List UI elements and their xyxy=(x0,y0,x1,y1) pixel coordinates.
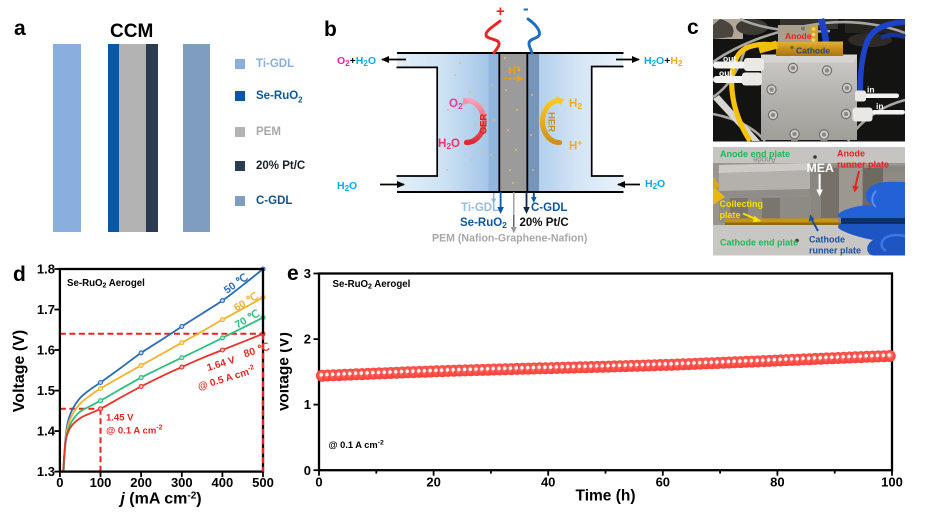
svg-text:300: 300 xyxy=(171,475,193,490)
svg-text:Anode: Anode xyxy=(837,149,865,159)
svg-text:1: 1 xyxy=(304,397,311,412)
svg-text:H2O: H2O xyxy=(645,178,665,191)
svg-text:100: 100 xyxy=(90,475,112,490)
svg-text:out: out xyxy=(719,68,732,78)
svg-text:Anode: Anode xyxy=(752,155,776,164)
svg-text:O2: O2 xyxy=(449,98,463,111)
svg-text:HER: HER xyxy=(545,112,556,132)
svg-text:0: 0 xyxy=(304,463,311,478)
svg-text:Collecting: Collecting xyxy=(720,199,764,209)
svg-text:in: in xyxy=(876,101,884,111)
svg-text:@ 0.1 A cm-2: @ 0.1 A cm-2 xyxy=(106,425,163,437)
svg-text:500: 500 xyxy=(252,475,274,490)
svg-text:OER: OER xyxy=(479,114,490,135)
svg-text:j (mA cm-2): j (mA cm-2) xyxy=(118,491,201,508)
svg-text:plate: plate xyxy=(720,210,741,220)
svg-text:0: 0 xyxy=(56,475,63,490)
svg-text:3: 3 xyxy=(304,266,311,281)
svg-text:20: 20 xyxy=(426,475,440,490)
svg-text:Cathode: Cathode xyxy=(796,46,830,56)
svg-text:H2O: H2O xyxy=(337,180,357,193)
svg-text:C-GDL: C-GDL xyxy=(531,202,567,214)
svg-text:80: 80 xyxy=(770,475,784,490)
svg-text:80 ℃: 80 ℃ xyxy=(242,341,271,361)
svg-text:-: - xyxy=(523,0,529,18)
svg-text:1.8: 1.8 xyxy=(37,262,55,277)
svg-text:400: 400 xyxy=(212,475,234,490)
svg-text:H2: H2 xyxy=(569,98,582,111)
svg-text:@ 0.1 A cm-2: @ 0.1 A cm-2 xyxy=(329,440,384,451)
svg-text:out: out xyxy=(723,54,736,64)
svg-text:Cathode end plate: Cathode end plate xyxy=(720,238,798,248)
svg-text:Se-RuO2: Se-RuO2 xyxy=(460,217,507,230)
svg-text:PEM (Nafion-Graphene-Nafion): PEM (Nafion-Graphene-Nafion) xyxy=(432,233,587,245)
svg-text:2: 2 xyxy=(304,332,311,347)
svg-text:Anode: Anode xyxy=(785,31,812,41)
svg-text:100: 100 xyxy=(881,475,903,490)
svg-text:runner plate: runner plate xyxy=(809,246,861,256)
svg-text:Cathode: Cathode xyxy=(809,235,845,245)
svg-text:50 ℃: 50 ℃ xyxy=(222,271,251,296)
svg-text:1.6: 1.6 xyxy=(37,343,55,358)
svg-text:Ti-GDL: Ti-GDL xyxy=(461,202,499,214)
svg-text:Se-RuO2 Aerogel: Se-RuO2 Aerogel xyxy=(333,279,411,291)
svg-text:1.7: 1.7 xyxy=(37,302,55,317)
svg-text:Anode end plate: Anode end plate xyxy=(720,149,790,159)
svg-text:+: + xyxy=(496,3,505,20)
svg-text:1.3: 1.3 xyxy=(37,464,55,479)
svg-text:1.4: 1.4 xyxy=(37,424,56,439)
svg-text:20% Pt/C: 20% Pt/C xyxy=(520,217,569,229)
svg-text:1.5: 1.5 xyxy=(37,383,55,398)
svg-text:0: 0 xyxy=(315,475,322,490)
svg-text:O2+H2O: O2+H2O xyxy=(337,55,376,68)
svg-text:60: 60 xyxy=(656,475,670,490)
svg-text:H2O: H2O xyxy=(438,138,460,151)
svg-text:in: in xyxy=(867,85,875,95)
svg-text:40: 40 xyxy=(541,475,555,490)
svg-text:H2O+H2: H2O+H2 xyxy=(644,55,683,68)
svg-text:200: 200 xyxy=(130,475,152,490)
svg-text:Time (h): Time (h) xyxy=(576,488,636,505)
svg-text:1.45 V: 1.45 V xyxy=(106,413,134,424)
svg-text:MEA: MEA xyxy=(807,161,834,175)
svg-text:Voltage (V): Voltage (V) xyxy=(280,332,293,412)
svg-text:Se-RuO2 Aerogel: Se-RuO2 Aerogel xyxy=(67,278,145,290)
svg-text:Voltage (V): Voltage (V) xyxy=(11,330,28,412)
svg-text:runner plate: runner plate xyxy=(837,160,889,170)
